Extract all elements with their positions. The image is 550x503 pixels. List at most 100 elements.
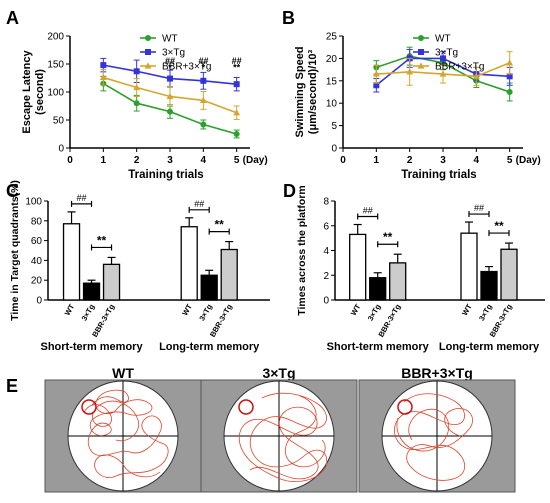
x-tick-label: 2 [407, 155, 413, 166]
data-point [133, 83, 141, 91]
bar [62, 223, 81, 301]
y-tick-label: 10 [326, 99, 338, 110]
category-label: WT [63, 302, 77, 317]
y-tick-label: 100 [25, 197, 42, 208]
panel-letter-e: E [6, 376, 18, 396]
data-point [133, 100, 140, 107]
legend-marker [145, 35, 151, 41]
category-label: WT [180, 302, 194, 317]
data-point [439, 70, 447, 77]
y-tick-label: 80 [31, 216, 43, 227]
y-tick-label: 25 [326, 32, 338, 43]
data-point [372, 70, 380, 77]
y-tick-label: 0 [58, 144, 64, 155]
x-tick-label: 2 [134, 155, 140, 166]
data-point [199, 96, 207, 103]
legend-label: WT [435, 34, 451, 45]
y-tick-label: 20 [31, 276, 43, 287]
significance-annotation: * [168, 63, 172, 73]
y-axis-title: Time in Target quadrants(%) [9, 180, 21, 321]
category-label: 3×Tg [366, 302, 383, 322]
significance-label: ## [363, 206, 373, 216]
bar [220, 248, 238, 301]
x-tick-label: 0 [340, 155, 346, 166]
legend-marker [418, 35, 424, 41]
data-point [440, 55, 446, 62]
data-point [99, 73, 107, 81]
swim-trace [238, 392, 328, 482]
y-tick-label: 0 [323, 296, 329, 307]
y-tick-label: 15 [326, 76, 338, 87]
category-label: WT [460, 302, 474, 317]
y-tick-label: 100 [47, 88, 64, 99]
platform-marker [81, 399, 97, 415]
legend-label: BBR+3×Tg [162, 62, 211, 73]
x-axis-title: Training trials [128, 169, 203, 181]
bar [349, 233, 367, 301]
bar [389, 262, 407, 301]
x-tick-label: 1 [374, 155, 380, 166]
data-point [167, 75, 173, 82]
x-axis-title: Training trials [401, 169, 476, 181]
group-label: Short-term memory [327, 341, 430, 353]
significance-annotation: ## [165, 56, 175, 66]
x-tick-label: 5 [507, 155, 513, 166]
data-point [166, 92, 174, 100]
data-point [167, 108, 173, 115]
legend-marker [144, 62, 152, 69]
group-label: Long-term memory [439, 341, 540, 353]
y-axis-title: Swimming Speed(μm/second)/10³ [294, 46, 319, 137]
y-tick-label: 20 [326, 54, 338, 65]
legend-label: BBR+3×Tg [435, 62, 484, 73]
panel-letter-c: C [6, 181, 19, 201]
y-tick-label: 150 [47, 60, 64, 71]
category-label: 3×Tg [80, 302, 97, 322]
x-unit-label: (Day) [516, 155, 541, 166]
bar [480, 270, 498, 301]
swim-trace [394, 393, 473, 481]
data-point [506, 89, 513, 95]
y-tick-label: 6 [323, 221, 329, 232]
y-axis-title: Escape Latency(second) [21, 50, 46, 134]
category-label: WT [349, 302, 363, 317]
escape-latency-chart: 0 50 100 150 200 0 1 2 3 4 5 (Day) Training trials Es… [21, 32, 268, 182]
significance-label: ** [383, 230, 393, 244]
significance-label: ** [215, 218, 225, 232]
x-tick-label: 4 [201, 155, 207, 166]
data-point [233, 131, 240, 137]
bar [180, 226, 198, 301]
group-label: Short-term memory [41, 341, 144, 353]
maze-arena-wt [44, 379, 202, 493]
panel-letter-d: D [283, 181, 296, 201]
y-axis-title-line: (second) [34, 69, 46, 115]
data-point [233, 81, 240, 88]
legend-marker [417, 62, 425, 69]
data-point [506, 59, 514, 66]
y-tick-label: 4 [323, 246, 329, 257]
y-tick-label: 50 [53, 116, 65, 127]
bar [200, 274, 218, 301]
significance-annotation: ## [198, 56, 208, 66]
group-label: Long-term memory [159, 341, 260, 353]
platform-marker [397, 399, 413, 415]
data-point [406, 68, 414, 75]
y-tick-label: 200 [47, 32, 64, 43]
legend-label: WT [162, 34, 178, 45]
significance-label: ## [77, 193, 87, 203]
bar [82, 282, 101, 301]
y-axis-title-line: Escape Latency [21, 50, 33, 134]
maze-label-3xtg: 3×Tg [262, 365, 295, 381]
significance-label: ** [97, 233, 107, 247]
data-point [373, 82, 380, 89]
panel-letter-b: B [282, 8, 295, 28]
x-tick-label: 0 [67, 155, 73, 166]
data-point [233, 109, 241, 116]
swim-trace-extra [396, 408, 450, 452]
y-axis-title-line: Swimming Speed [294, 46, 306, 137]
y-axis-title: Times across the platform [296, 185, 308, 316]
platform-marker [238, 399, 254, 415]
bar [369, 277, 387, 301]
